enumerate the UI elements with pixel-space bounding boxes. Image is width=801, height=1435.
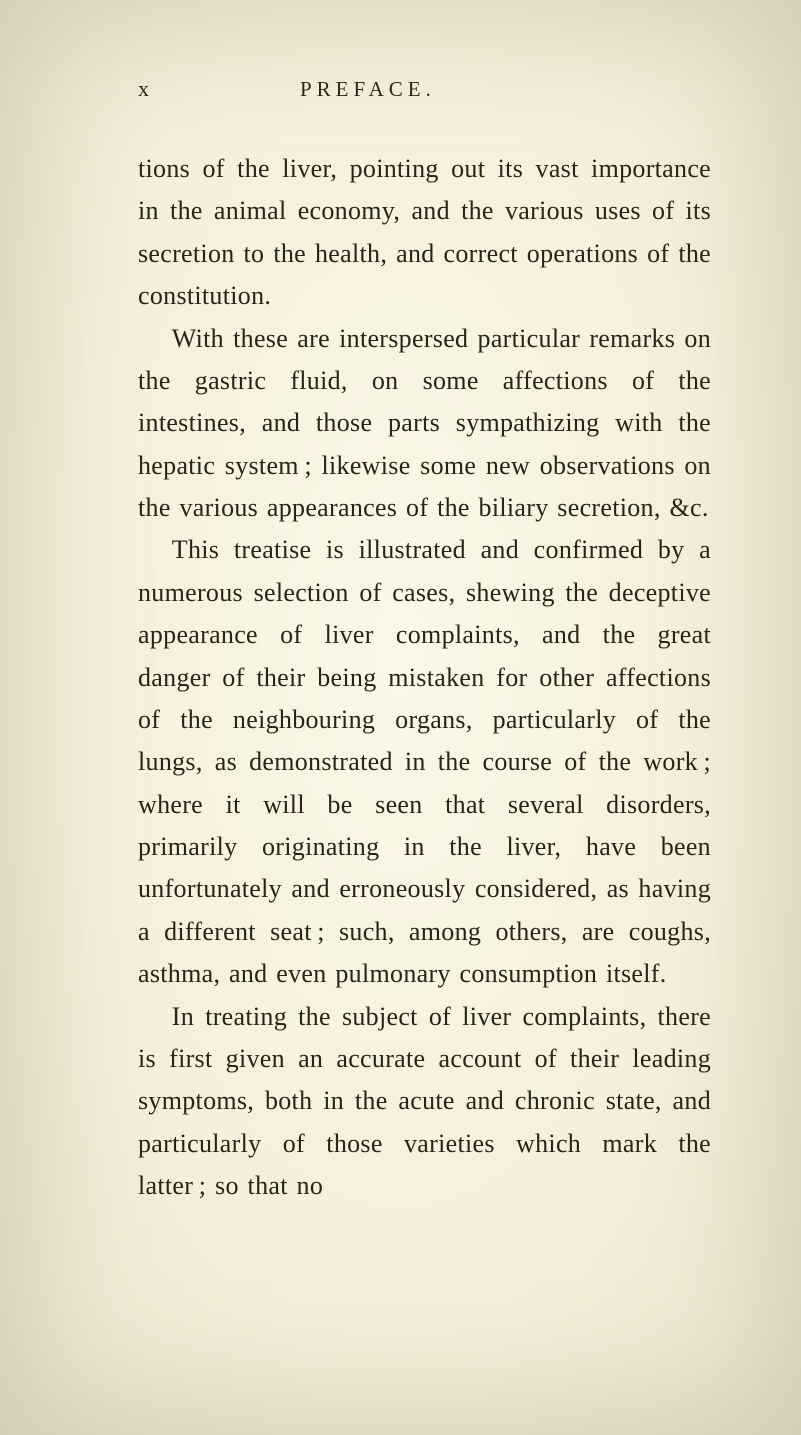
paragraph: In treating the subject of liver complai… (138, 996, 711, 1208)
page: x PREFACE. tions of the liver, pointing … (0, 0, 801, 1435)
body-text: tions of the liver, pointing out its vas… (138, 148, 711, 1207)
running-head: PREFACE. (300, 77, 436, 102)
page-number: x (138, 76, 150, 102)
paragraph-continuation: tions of the liver, pointing out its vas… (138, 148, 711, 318)
paragraph: With these are interspersed particular r… (138, 318, 711, 530)
paragraph: This treatise is illustrated and confirm… (138, 529, 711, 995)
page-header: x PREFACE. (138, 76, 711, 102)
